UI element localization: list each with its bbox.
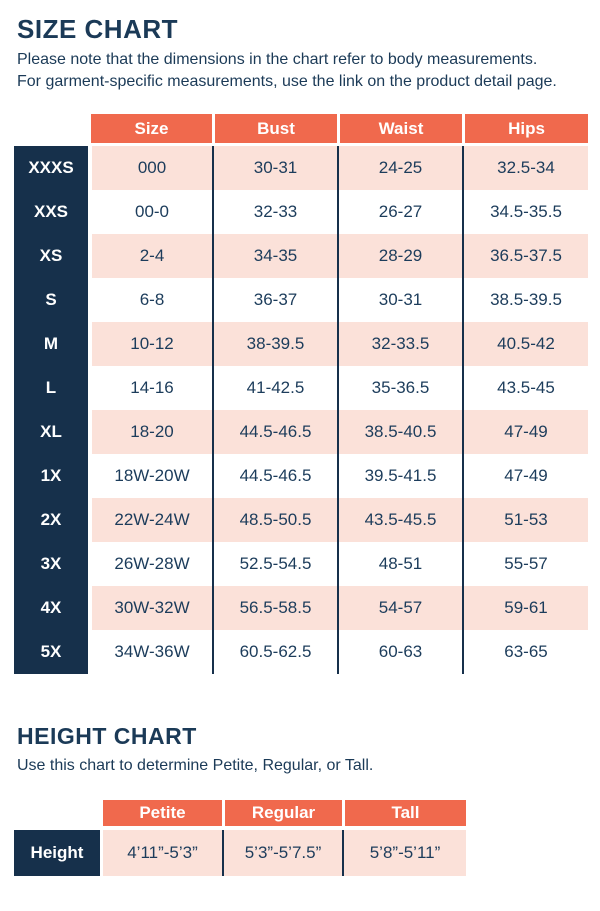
height-cell-tall: 5’8”-5’11” <box>342 830 466 876</box>
size-row-label: XS <box>14 234 88 278</box>
size-cell-hips: 32.5-34 <box>462 146 588 190</box>
size-cell-waist: 24-25 <box>337 146 462 190</box>
size-chart-column-header: Bust <box>212 114 337 143</box>
size-chart-body: XXXS 000 30-31 24-25 32.5-34 XXS 00-0 32… <box>14 146 588 674</box>
height-chart-title: HEIGHT CHART <box>17 723 197 749</box>
size-cell-hips: 38.5-39.5 <box>462 278 588 322</box>
size-row-label: M <box>14 322 88 366</box>
size-cell-bust: 52.5-54.5 <box>212 542 337 586</box>
size-cell-waist: 54-57 <box>337 586 462 630</box>
height-cell-regular: 5’3”-5’7.5” <box>222 830 342 876</box>
size-chart-column-header: Hips <box>462 114 588 143</box>
size-cell-waist: 48-51 <box>337 542 462 586</box>
size-chart-column-header: Size <box>88 114 212 143</box>
size-cell-hips: 47-49 <box>462 410 588 454</box>
size-cell-hips: 40.5-42 <box>462 322 588 366</box>
size-cell-waist: 43.5-45.5 <box>337 498 462 542</box>
size-chart-column-header: Waist <box>337 114 462 143</box>
height-chart-header-corner-spacer <box>14 800 100 826</box>
size-cell-bust: 32-33 <box>212 190 337 234</box>
size-cell-size: 00-0 <box>88 190 212 234</box>
size-cell-size: 34W-36W <box>88 630 212 674</box>
size-chart-header-row: Size Bust Waist Hips <box>14 114 588 143</box>
size-cell-size: 26W-28W <box>88 542 212 586</box>
size-cell-size: 14-16 <box>88 366 212 410</box>
height-chart-column-header: Regular <box>222 800 342 826</box>
size-cell-hips: 51-53 <box>462 498 588 542</box>
size-cell-hips: 34.5-35.5 <box>462 190 588 234</box>
size-cell-hips: 59-61 <box>462 586 588 630</box>
size-cell-bust: 60.5-62.5 <box>212 630 337 674</box>
size-cell-hips: 63-65 <box>462 630 588 674</box>
size-cell-waist: 30-31 <box>337 278 462 322</box>
size-cell-bust: 44.5-46.5 <box>212 454 337 498</box>
height-chart-column-header: Petite <box>100 800 222 826</box>
size-row-label: 1X <box>14 454 88 498</box>
size-chart-header-corner-spacer <box>14 114 88 143</box>
size-row-label: XXS <box>14 190 88 234</box>
size-cell-hips: 55-57 <box>462 542 588 586</box>
size-cell-size: 2-4 <box>88 234 212 278</box>
size-row-label: L <box>14 366 88 410</box>
size-cell-size: 30W-32W <box>88 586 212 630</box>
size-cell-waist: 38.5-40.5 <box>337 410 462 454</box>
size-cell-size: 22W-24W <box>88 498 212 542</box>
size-cell-bust: 48.5-50.5 <box>212 498 337 542</box>
size-cell-size: 18W-20W <box>88 454 212 498</box>
size-row-label: 5X <box>14 630 88 674</box>
size-row-label: S <box>14 278 88 322</box>
size-cell-size: 18-20 <box>88 410 212 454</box>
size-chart-subtitle: Please note that the dimensions in the c… <box>17 49 600 93</box>
size-chart-title: SIZE CHART <box>17 14 178 44</box>
size-cell-waist: 28-29 <box>337 234 462 278</box>
size-cell-size: 6-8 <box>88 278 212 322</box>
height-row-label: Height <box>14 830 100 876</box>
size-cell-size: 000 <box>88 146 212 190</box>
size-cell-hips: 43.5-45 <box>462 366 588 410</box>
size-cell-hips: 47-49 <box>462 454 588 498</box>
size-row-label: XL <box>14 410 88 454</box>
height-chart-table: Petite Regular Tall Height 4’11”-5’3” 5’… <box>14 800 466 876</box>
size-cell-bust: 56.5-58.5 <box>212 586 337 630</box>
height-chart-column-header: Tall <box>342 800 466 826</box>
size-cell-bust: 34-35 <box>212 234 337 278</box>
size-row-label: 3X <box>14 542 88 586</box>
size-cell-hips: 36.5-37.5 <box>462 234 588 278</box>
height-chart-body: Height 4’11”-5’3” 5’3”-5’7.5” 5’8”-5’11” <box>14 830 466 876</box>
height-cell-petite: 4’11”-5’3” <box>100 830 222 876</box>
height-chart-header-row: Petite Regular Tall <box>14 800 466 826</box>
size-cell-waist: 60-63 <box>337 630 462 674</box>
size-cell-waist: 26-27 <box>337 190 462 234</box>
size-cell-size: 10-12 <box>88 322 212 366</box>
size-chart-subtitle-line1: Please note that the dimensions in the c… <box>17 51 538 68</box>
size-cell-waist: 35-36.5 <box>337 366 462 410</box>
size-cell-bust: 41-42.5 <box>212 366 337 410</box>
size-row-label: 2X <box>14 498 88 542</box>
size-cell-bust: 38-39.5 <box>212 322 337 366</box>
size-chart-subtitle-line2: For garment-specific measurements, use t… <box>17 73 557 90</box>
size-cell-bust: 30-31 <box>212 146 337 190</box>
size-row-label: XXXS <box>14 146 88 190</box>
size-cell-waist: 32-33.5 <box>337 322 462 366</box>
size-cell-bust: 44.5-46.5 <box>212 410 337 454</box>
size-cell-bust: 36-37 <box>212 278 337 322</box>
height-chart-subtitle: Use this chart to determine Petite, Regu… <box>17 757 374 774</box>
size-cell-waist: 39.5-41.5 <box>337 454 462 498</box>
size-row-label: 4X <box>14 586 88 630</box>
size-chart-table: Size Bust Waist Hips XXXS 000 30-31 24-2… <box>14 114 588 674</box>
